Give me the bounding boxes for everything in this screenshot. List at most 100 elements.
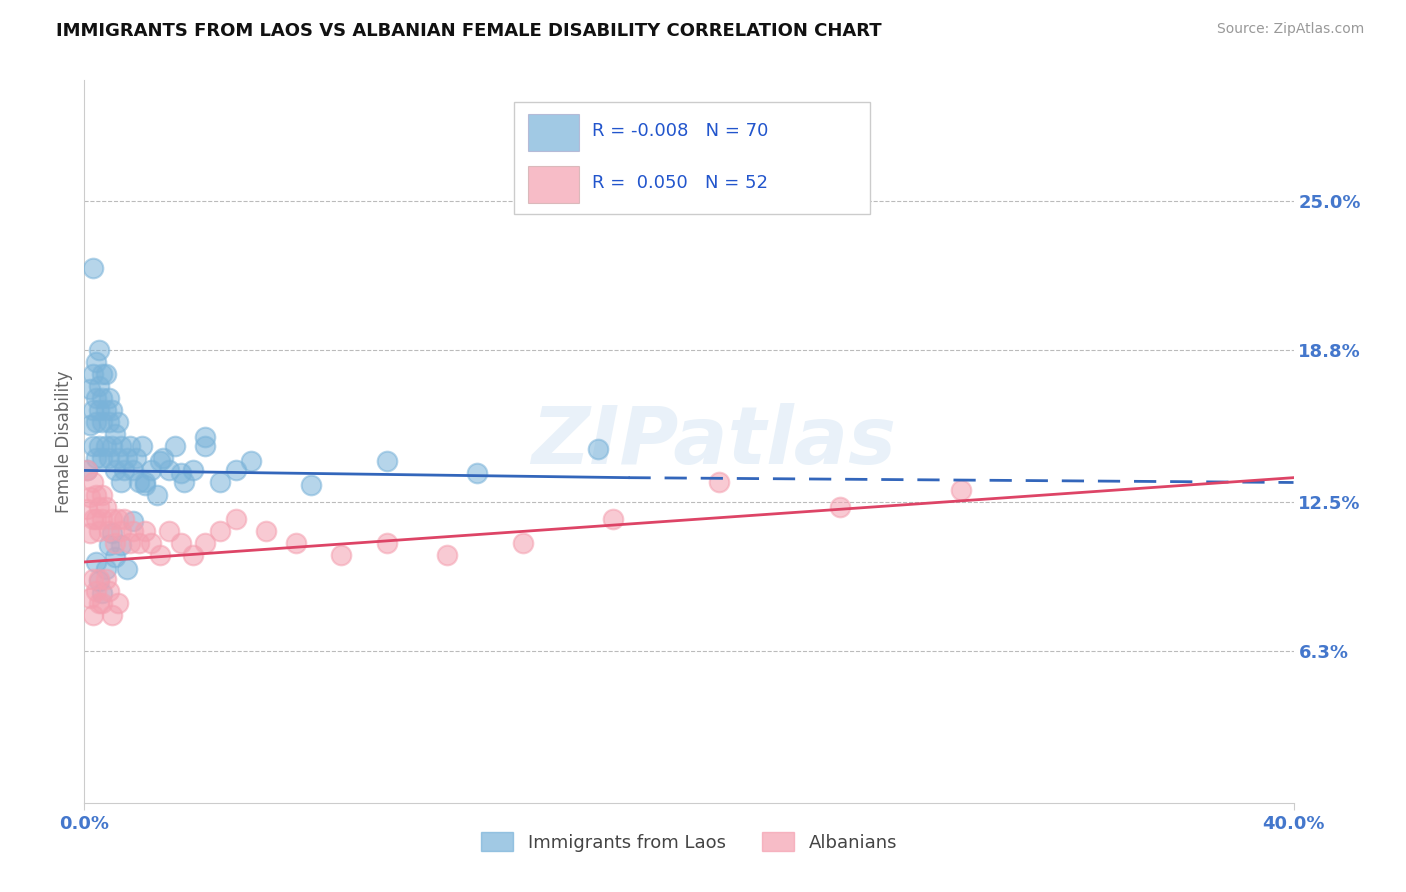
Point [89, 403, 111, 417]
Point [181, 463, 204, 477]
Point [121, 514, 143, 528]
Point [149, 548, 172, 562]
Point [89, 343, 111, 357]
Point [91, 451, 114, 466]
Point [86, 451, 108, 466]
Point [100, 526, 122, 541]
Point [89, 524, 111, 538]
Text: ZIPatlas: ZIPatlas [530, 402, 896, 481]
Point [79, 417, 101, 432]
Point [285, 535, 308, 549]
FancyBboxPatch shape [529, 166, 579, 203]
Text: Source: ZipAtlas.com: Source: ZipAtlas.com [1216, 22, 1364, 37]
Point [97, 583, 120, 598]
Point [131, 439, 153, 453]
Point [170, 466, 193, 480]
Text: R = -0.008   N = 70: R = -0.008 N = 70 [592, 122, 769, 140]
Point [115, 562, 138, 576]
Point [89, 574, 111, 589]
Point [134, 524, 156, 538]
Point [86, 511, 108, 525]
Point [110, 538, 132, 552]
Point [152, 451, 174, 466]
Point [104, 550, 127, 565]
Point [194, 535, 217, 549]
Point [181, 548, 204, 562]
Point [89, 596, 111, 610]
Point [146, 487, 169, 501]
Point [139, 463, 162, 477]
Point [512, 535, 534, 549]
Point [299, 478, 322, 492]
Point [602, 511, 624, 525]
Point [139, 535, 162, 549]
Point [330, 548, 353, 562]
Point [79, 382, 101, 396]
Point [104, 427, 127, 442]
Point [375, 535, 398, 549]
Point [82, 607, 104, 622]
Point [112, 463, 135, 477]
Point [76, 463, 98, 477]
Point [82, 367, 104, 381]
Point [91, 367, 114, 381]
Point [107, 596, 129, 610]
Point [94, 367, 117, 381]
Point [173, 475, 195, 490]
Y-axis label: Female Disability: Female Disability [55, 370, 73, 513]
Point [82, 261, 104, 276]
Point [91, 511, 114, 525]
Text: IMMIGRANTS FROM LAOS VS ALBANIAN FEMALE DISABILITY CORRELATION CHART: IMMIGRANTS FROM LAOS VS ALBANIAN FEMALE … [56, 22, 882, 40]
Point [79, 591, 101, 605]
Text: R =  0.050   N = 52: R = 0.050 N = 52 [592, 174, 768, 192]
Point [209, 524, 232, 538]
Point [104, 535, 127, 549]
Point [170, 535, 193, 549]
Point [82, 403, 104, 417]
Point [115, 451, 138, 466]
Point [100, 511, 122, 525]
Point [91, 596, 114, 610]
Point [107, 451, 129, 466]
Point [436, 548, 458, 562]
Point [588, 442, 610, 456]
Point [239, 454, 262, 468]
Point [375, 454, 398, 468]
Point [82, 475, 104, 490]
Point [157, 463, 180, 477]
Point [97, 415, 120, 429]
Point [82, 439, 104, 453]
Point [100, 607, 122, 622]
Point [86, 415, 108, 429]
Point [97, 391, 120, 405]
Point [86, 391, 108, 405]
Point [94, 572, 117, 586]
Point [830, 500, 852, 514]
Point [194, 430, 217, 444]
Point [94, 500, 117, 514]
Point [91, 391, 114, 405]
Point [86, 555, 108, 569]
Point [467, 466, 489, 480]
Point [97, 538, 120, 552]
Point [110, 524, 132, 538]
Point [94, 439, 117, 453]
Point [110, 439, 132, 453]
Point [110, 475, 132, 490]
Point [157, 524, 180, 538]
Point [97, 451, 120, 466]
Point [107, 415, 129, 429]
Point [107, 511, 129, 525]
Point [254, 524, 277, 538]
Point [89, 572, 111, 586]
Point [709, 475, 731, 490]
Point [118, 535, 141, 549]
Point [128, 475, 150, 490]
Point [134, 475, 156, 490]
Point [100, 439, 122, 453]
Point [112, 511, 135, 525]
FancyBboxPatch shape [529, 113, 579, 151]
Point [76, 502, 98, 516]
Point [118, 439, 141, 453]
Point [76, 463, 98, 477]
